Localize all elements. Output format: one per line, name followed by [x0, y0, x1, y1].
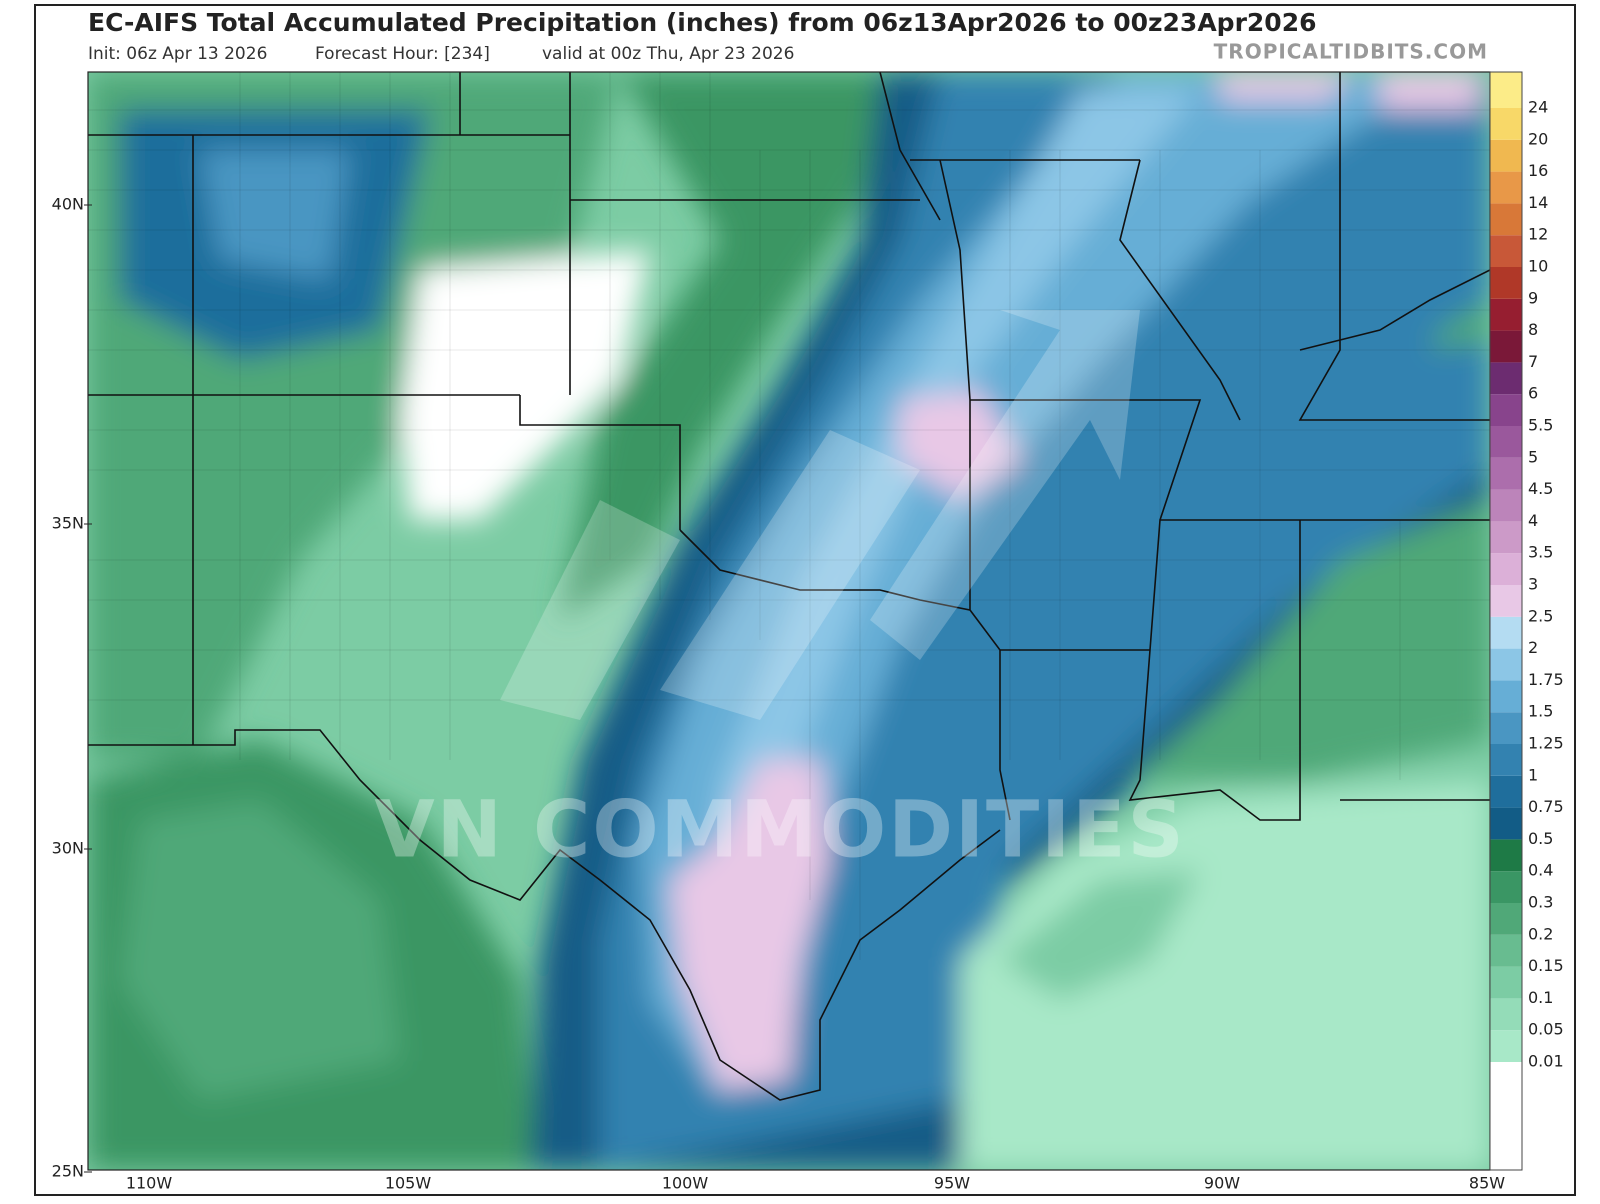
- colorbar-label: 1: [1528, 765, 1538, 784]
- colorbar-swatch: [1490, 553, 1522, 585]
- colorbar-swatch: [1490, 72, 1522, 108]
- colorbar-label: 0.4: [1528, 861, 1553, 880]
- colorbar-label: 4: [1528, 511, 1538, 530]
- axis-labels: 40N 35N 30N 25N 110W 105W 100W 95W 90W 85W: [52, 195, 1506, 1193]
- lat-label: 40N: [52, 195, 84, 214]
- colorbar-label: 9: [1528, 288, 1538, 307]
- source: TROPICALTIDBITS.COM: [1214, 40, 1488, 64]
- watermark: VN COMMODITIES: [374, 785, 1185, 875]
- colorbar-swatch: [1490, 585, 1522, 617]
- colorbar-label: 8: [1528, 320, 1538, 339]
- colorbar-label: 1.5: [1528, 702, 1553, 721]
- valid-time: valid at 00z Thu, Apr 23 2026: [542, 44, 794, 64]
- colorbar-swatch: [1490, 521, 1522, 554]
- colorbar-swatch: [1490, 426, 1522, 458]
- colorbar-label: 0.3: [1528, 893, 1553, 912]
- colorbar-label: 0.15: [1528, 956, 1564, 975]
- colorbar-outline: [1489, 71, 1523, 1171]
- colorbar-swatch: [1490, 489, 1522, 522]
- colorbar-swatch: [1490, 394, 1522, 426]
- colorbar-swatch: [1490, 235, 1522, 267]
- colorbar-swatch: [1490, 839, 1522, 872]
- colorbar-label: 0.2: [1528, 924, 1553, 943]
- title: EC-AIFS Total Accumulated Precipitation …: [88, 8, 1316, 37]
- colorbar-swatch: [1490, 903, 1522, 935]
- forecast-hour: Forecast Hour: [234]: [315, 44, 490, 64]
- map-field: VN COMMODITIES: [88, 72, 1490, 1170]
- colorbar-label: 20: [1528, 129, 1548, 148]
- colorbar-swatch: [1490, 934, 1522, 967]
- colorbar-swatch: [1490, 744, 1522, 776]
- colorbar-label: 5.5: [1528, 416, 1553, 435]
- colorbar-label: 2.5: [1528, 606, 1553, 625]
- colorbar-label: 3: [1528, 575, 1538, 594]
- precip-shading: [88, 72, 1490, 1170]
- colorbar-label: 7: [1528, 352, 1538, 371]
- init-text: Init: 06z Apr 13 2026: [88, 44, 267, 64]
- colorbar-swatch: [1490, 203, 1522, 236]
- colorbar-label: 5: [1528, 447, 1538, 466]
- colorbar-swatch: [1490, 871, 1522, 903]
- colorbar-label: 2: [1528, 638, 1538, 657]
- colorbar-swatch: [1490, 457, 1522, 490]
- lon-label: 110W: [126, 1174, 173, 1193]
- colorbar-swatch: [1490, 1030, 1522, 1062]
- colorbar-label: 1.25: [1528, 734, 1564, 753]
- colorbar-label: 0.75: [1528, 797, 1564, 816]
- lon-label: 95W: [934, 1174, 970, 1193]
- colorbar-swatch: [1490, 966, 1522, 999]
- colorbar-swatch: [1490, 108, 1522, 140]
- colorbar-label: 0.01: [1528, 1052, 1564, 1071]
- colorbar-label: 3.5: [1528, 543, 1553, 562]
- colorbar-label: 14: [1528, 193, 1548, 212]
- colorbar-swatch: [1490, 330, 1522, 363]
- colorbar-label: 4.5: [1528, 479, 1553, 498]
- colorbar: 0.01 0.05 0.1 0.15 0.2 0.3 0.4 0.5 0.75 1 1.25 1.5 1…: [1489, 71, 1564, 1171]
- colorbar-label: 10: [1528, 257, 1548, 276]
- colorbar-swatch: [1490, 648, 1522, 681]
- colorbar-label: 12: [1528, 225, 1548, 244]
- colorbar-label: 6: [1528, 384, 1538, 403]
- colorbar-label: 24: [1528, 98, 1548, 117]
- colorbar-swatch: [1490, 362, 1522, 395]
- lon-label: 90W: [1204, 1174, 1240, 1193]
- lon-label: 105W: [385, 1174, 432, 1193]
- colorbar-swatch: [1490, 171, 1522, 204]
- lat-label: 25N: [52, 1162, 84, 1181]
- colorbar-swatch: [1490, 775, 1522, 808]
- colorbar-swatch: [1490, 298, 1522, 331]
- colorbar-swatch: [1490, 680, 1522, 713]
- colorbar-swatch: [1490, 712, 1522, 744]
- colorbar-swatch: [1490, 807, 1522, 840]
- county-grid: [88, 72, 1490, 960]
- colorbar-swatch: [1490, 998, 1522, 1031]
- colorbar-label: 16: [1528, 161, 1548, 180]
- colorbar-swatch: [1490, 267, 1522, 299]
- colorbar-below: [1490, 1062, 1522, 1170]
- watermark-arrow: [500, 310, 1140, 720]
- lon-label: 100W: [662, 1174, 709, 1193]
- colorbar-swatch: [1490, 139, 1522, 172]
- colorbar-label: 1.75: [1528, 670, 1564, 689]
- colorbar-swatch: [1490, 616, 1522, 649]
- colorbar-label: 0.1: [1528, 988, 1553, 1007]
- lon-label: 85W: [1469, 1174, 1505, 1193]
- lat-label: 35N: [52, 514, 84, 533]
- state-borders: [88, 72, 1490, 1101]
- lat-label: 30N: [52, 839, 84, 858]
- colorbar-label: 0.5: [1528, 829, 1553, 848]
- colorbar-label: 0.05: [1528, 1020, 1564, 1039]
